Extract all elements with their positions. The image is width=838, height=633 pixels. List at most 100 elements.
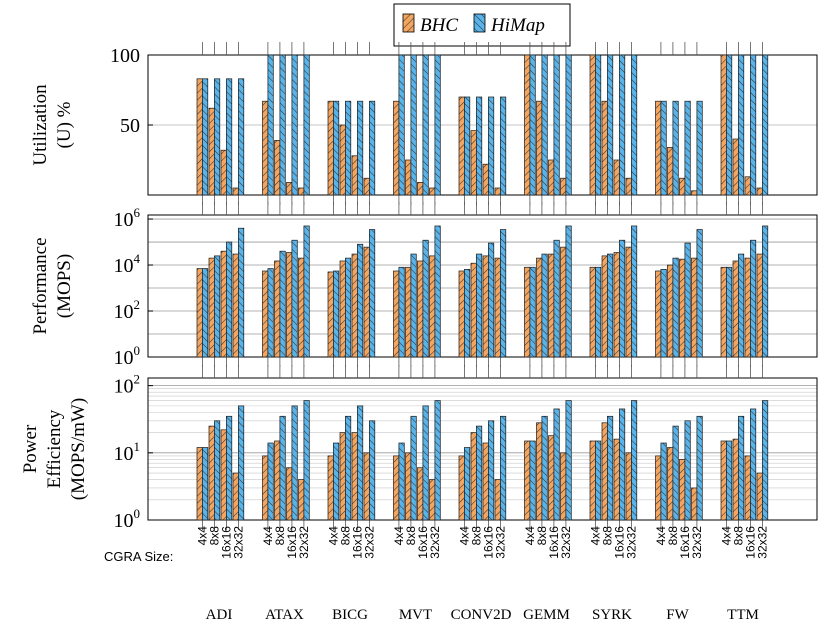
bar-bhc — [494, 187, 501, 196]
bar-himap — [202, 268, 209, 358]
bar-bhc — [286, 252, 293, 358]
bar-bhc — [524, 54, 531, 196]
y-tick-label-base: 50 — [120, 115, 140, 137]
bar-bhc — [655, 270, 662, 358]
bar-bhc — [458, 96, 465, 196]
bar-himap — [279, 54, 286, 196]
bar-bhc — [691, 190, 698, 196]
bar-himap — [696, 229, 703, 358]
bar-bhc — [339, 124, 346, 196]
bar-himap — [553, 408, 560, 521]
bar-bhc — [286, 182, 293, 196]
bar-bhc — [274, 140, 281, 196]
bar-bhc — [613, 252, 620, 358]
bar-bhc — [393, 270, 400, 358]
bar-bhc — [548, 159, 555, 196]
y-axis-title: Efficiency — [44, 409, 65, 488]
bar-bhc — [458, 455, 465, 521]
bar-himap — [696, 100, 703, 196]
bar-himap — [726, 54, 733, 196]
y-tick-label-base: 10 — [114, 376, 134, 398]
bar-himap — [529, 440, 536, 521]
bar-bhc — [393, 455, 400, 521]
bar-himap — [619, 408, 626, 521]
bar-himap — [607, 54, 614, 196]
bar-himap — [267, 442, 274, 521]
bar-bhc — [589, 440, 596, 521]
y-tick-label-base: 100 — [110, 45, 140, 67]
cgra-size-tick-label: 32x32 — [362, 526, 376, 559]
bar-himap — [738, 253, 745, 358]
bar-bhc — [351, 432, 358, 521]
bar-himap — [762, 400, 769, 521]
y-tick-label-exponent: 4 — [134, 251, 141, 266]
bar-himap — [619, 54, 626, 196]
bar-bhc — [744, 176, 751, 196]
bar-bhc — [298, 479, 305, 521]
cgra-size-tick-label: 32x32 — [428, 526, 442, 559]
bar-bhc — [494, 479, 501, 521]
bar-bhc — [208, 107, 215, 196]
bar-bhc — [667, 447, 674, 521]
y-tick-label-base: 10 — [114, 443, 134, 465]
category-label: SYRK — [592, 607, 632, 623]
cgra-size-tick-label: 32x32 — [493, 526, 507, 559]
bar-bhc — [417, 467, 424, 521]
cgra-size-tick-label: 4x4 — [392, 526, 406, 546]
cgra-size-tick-label: 4x4 — [195, 526, 209, 546]
bar-himap — [750, 239, 757, 358]
category-label: ATAX — [265, 607, 304, 623]
bar-himap — [500, 229, 507, 358]
bar-bhc — [470, 262, 477, 358]
y-tick-label: 100 — [114, 506, 141, 532]
y-tick-label-exponent: 2 — [134, 297, 141, 312]
panel-1: 50 100 Utilization (U) % — [30, 42, 818, 205]
bar-himap — [214, 78, 221, 196]
bar-bhc — [589, 54, 596, 196]
bar-himap — [267, 54, 274, 196]
bar-himap — [303, 225, 310, 358]
legend-swatch-himap — [473, 13, 486, 33]
cgra-size-tick-label: 32x32 — [559, 526, 573, 559]
y-axis-title: Power — [20, 424, 41, 473]
cgra-size-tick-label: 8x8 — [273, 526, 287, 546]
cgra-size-tick-label: 8x8 — [338, 526, 352, 546]
bar-himap — [291, 54, 298, 196]
category-label: FW — [666, 607, 689, 623]
bar-bhc — [351, 155, 358, 196]
bar-himap — [529, 54, 536, 196]
bar-bhc — [417, 182, 424, 196]
bar-himap — [464, 96, 471, 196]
bar-himap — [202, 447, 209, 521]
bar-bhc — [286, 467, 293, 521]
bar-himap — [410, 253, 417, 358]
bar-bhc — [691, 487, 698, 521]
y-tick-label-base: 10 — [114, 255, 134, 277]
category-label: CONV2D — [451, 607, 512, 623]
bar-himap — [631, 225, 638, 358]
bar-bhc — [667, 264, 674, 358]
y-tick-label-exponent: 6 — [134, 205, 141, 220]
bar-himap — [476, 96, 483, 196]
legend: BHC HiMap — [393, 3, 571, 47]
bar-himap — [410, 415, 417, 521]
legend-label-himap: HiMap — [490, 15, 545, 36]
bar-himap — [202, 78, 209, 196]
bar-himap — [476, 253, 483, 358]
bar-himap — [684, 420, 691, 521]
bar-bhc — [560, 246, 567, 358]
category-label: ADI — [206, 607, 233, 623]
cgra-size-tick-label: 16x16 — [743, 526, 757, 559]
cgra-size-tick-label: 8x8 — [469, 526, 483, 546]
bar-himap — [422, 405, 429, 521]
y-tick-label-base: 10 — [114, 347, 134, 369]
bar-himap — [357, 405, 364, 521]
bar-himap — [660, 442, 667, 521]
y-tick-label: 102 — [114, 372, 141, 398]
bar-himap — [345, 415, 352, 521]
cgra-size-tick-label: 8x8 — [404, 526, 418, 546]
bar-bhc — [524, 440, 531, 521]
bar-bhc — [429, 255, 436, 358]
